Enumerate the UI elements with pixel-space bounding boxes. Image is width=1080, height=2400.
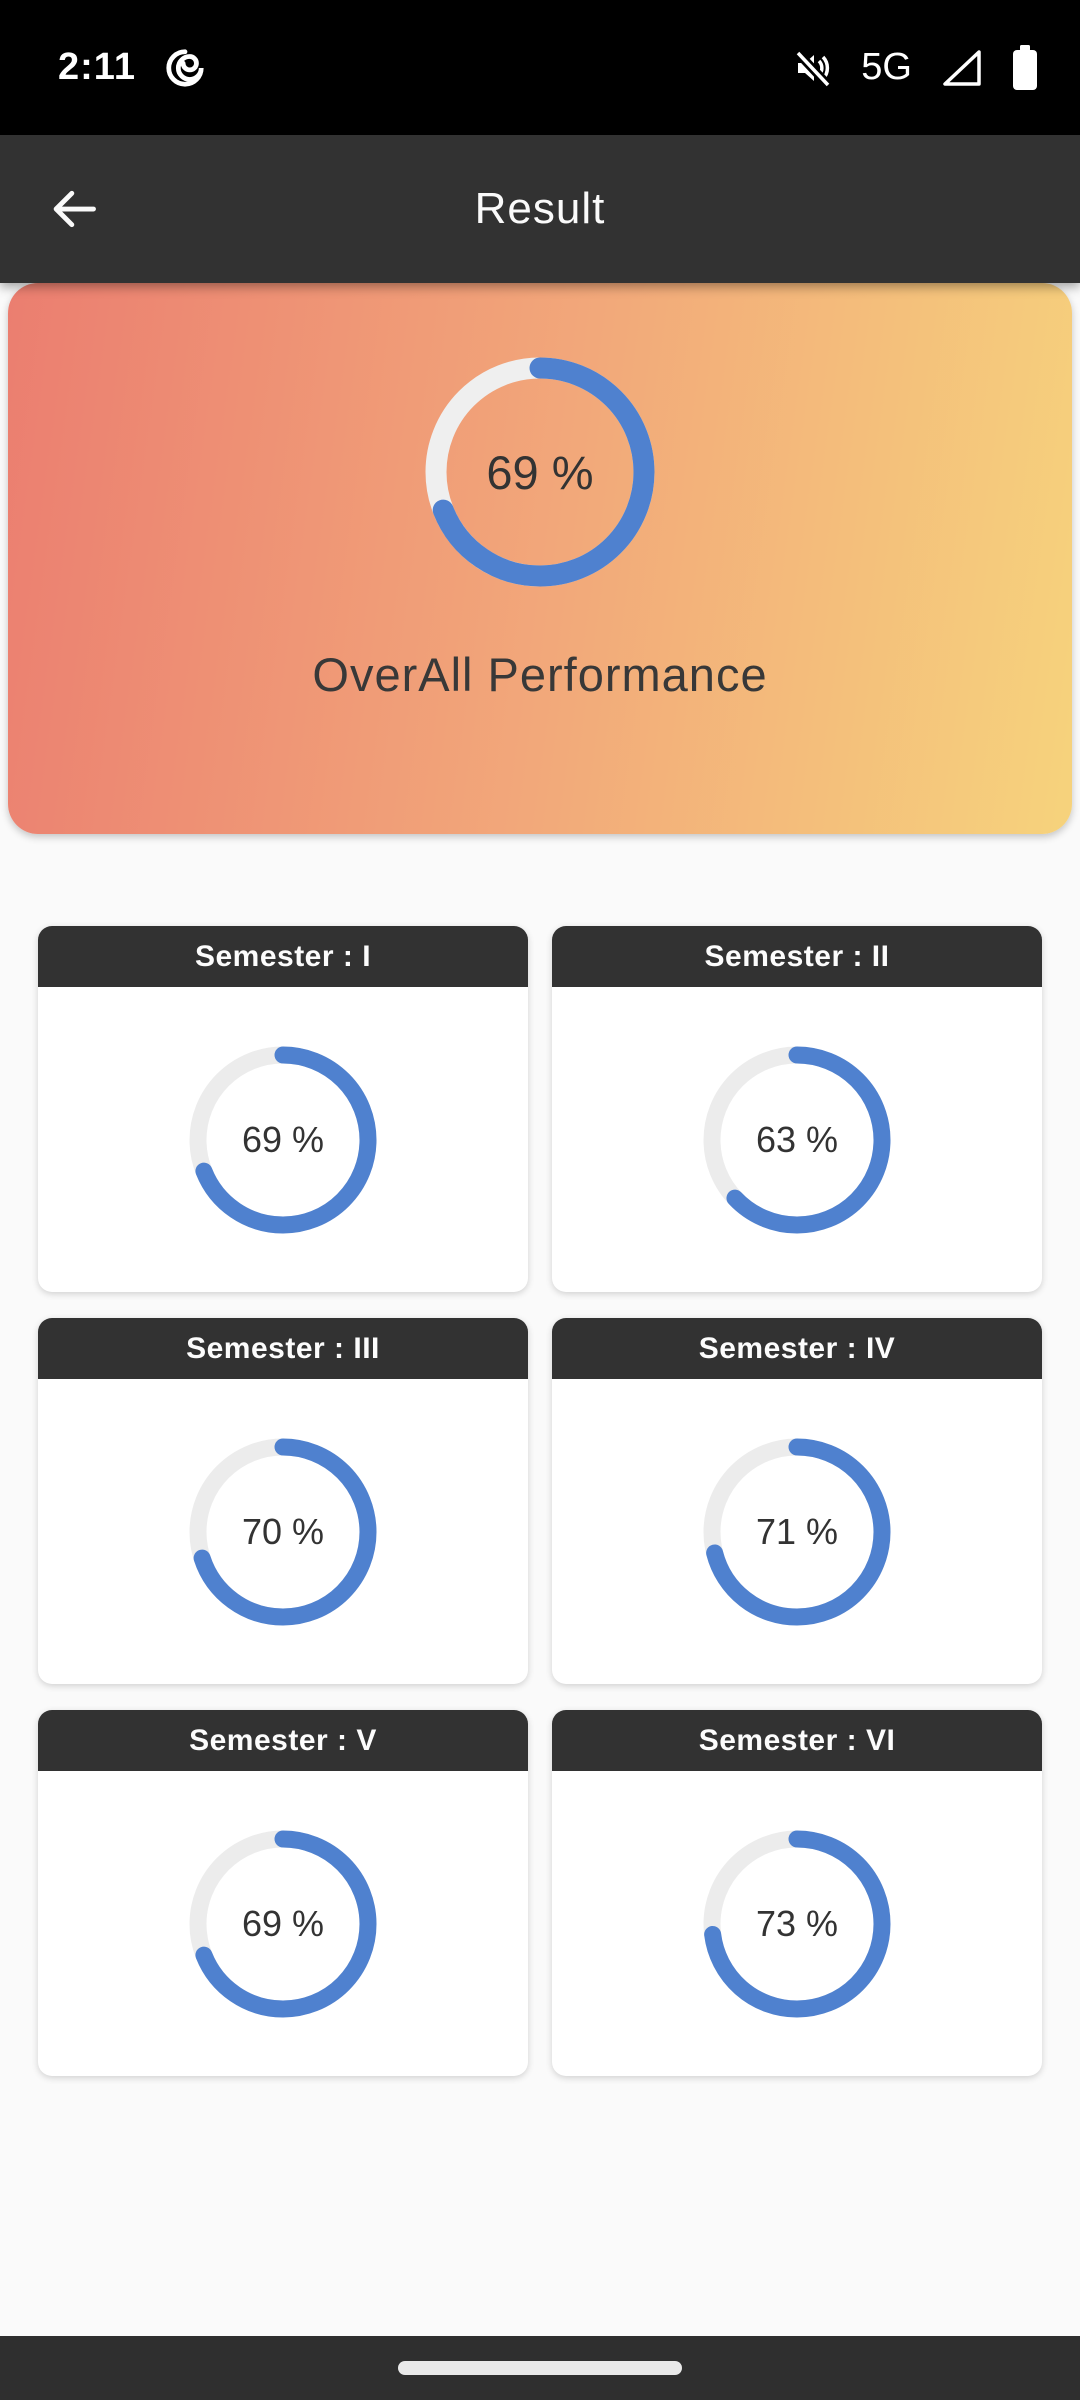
semester-card-body: 69 % [38,1771,528,2076]
semester-title: Semester : III [186,1331,380,1365]
home-indicator[interactable] [398,2361,682,2375]
status-time: 2:11 [58,46,136,88]
semester-progress-ring: 70 % [189,1438,377,1626]
semester-card-header: Semester : V [38,1710,528,1771]
semester-card-5: Semester : V 69 % [38,1710,528,2076]
semester-percent-label: 69 % [241,1118,325,1160]
semester-card-header: Semester : IV [552,1318,1042,1379]
back-arrow-icon [53,190,96,228]
semester-ring-svg [703,1046,891,1233]
semester-progress-ring: 71 % [703,1438,891,1626]
semester-card-3: Semester : III 70 % [38,1318,528,1684]
semester-progress-ring: 69 % [189,1830,377,2018]
semester-progress-ring: 69 % [189,1046,377,1234]
semester-title: Semester : I [194,939,372,973]
semester-title: Semester : VI [698,1723,896,1757]
semester-ring-svg [189,1046,377,1233]
semester-card-1: Semester : I 69 % [38,926,528,1292]
overall-percent-label: 69 % [486,445,594,499]
status-bar-right: 5G [789,44,1038,91]
semester-progress-ring: 73 % [703,1830,891,2018]
battery-full-icon [1013,44,1037,90]
semester-card-6: Semester : VI 73 % [552,1710,1042,2076]
semester-title: Semester : V [189,1723,377,1757]
semester-card-body: 71 % [552,1379,1042,1684]
semester-card-body: 73 % [552,1771,1042,2076]
gesture-nav-bar [0,2336,1080,2400]
semester-card-header: Semester : II [552,926,1042,987]
semester-percent-label: 71 % [755,1510,839,1552]
overall-ring-svg [425,357,655,587]
semester-card-2: Semester : II 63 % [552,926,1042,1292]
cellular-signal-icon [943,49,981,86]
semester-percent-label: 73 % [755,1902,839,1944]
semester-card-header: Semester : III [38,1318,528,1379]
semester-percent-label: 70 % [241,1510,325,1552]
semester-card-body: 69 % [38,987,528,1292]
semester-ring-svg [703,1830,891,2017]
semester-card-header: Semester : I [38,926,528,987]
semester-title: Semester : II [704,939,890,973]
semester-progress-ring: 63 % [703,1046,891,1234]
semester-title: Semester : IV [698,1331,896,1365]
semester-percent-label: 63 % [755,1118,839,1160]
status-bar: 2:11 5G [0,0,1080,135]
app-bar: Result [0,135,1080,283]
page-title: Result [474,184,606,233]
semester-card-4: Semester : IV 71 % [552,1318,1042,1684]
semester-grid: Semester : I 69 % Semester : II [38,926,1042,2076]
semester-card-body: 70 % [38,1379,528,1684]
semester-ring-svg [189,1438,377,1625]
overall-caption: OverAll Performance [312,648,768,701]
volume-muted-icon [795,49,832,88]
semester-card-header: Semester : VI [552,1710,1042,1771]
status-bar-left: 2:11 [58,46,206,89]
back-button[interactable] [38,173,110,245]
network-type-label: 5G [861,46,912,88]
overall-performance-card: 69 % OverAll Performance [8,283,1072,834]
semester-ring-svg [189,1830,377,2017]
semester-percent-label: 69 % [241,1902,325,1944]
overall-progress-ring: 69 % [423,355,657,589]
semester-ring-svg [703,1438,891,1625]
notification-swirl-icon [166,48,204,87]
semester-card-body: 63 % [552,987,1042,1292]
